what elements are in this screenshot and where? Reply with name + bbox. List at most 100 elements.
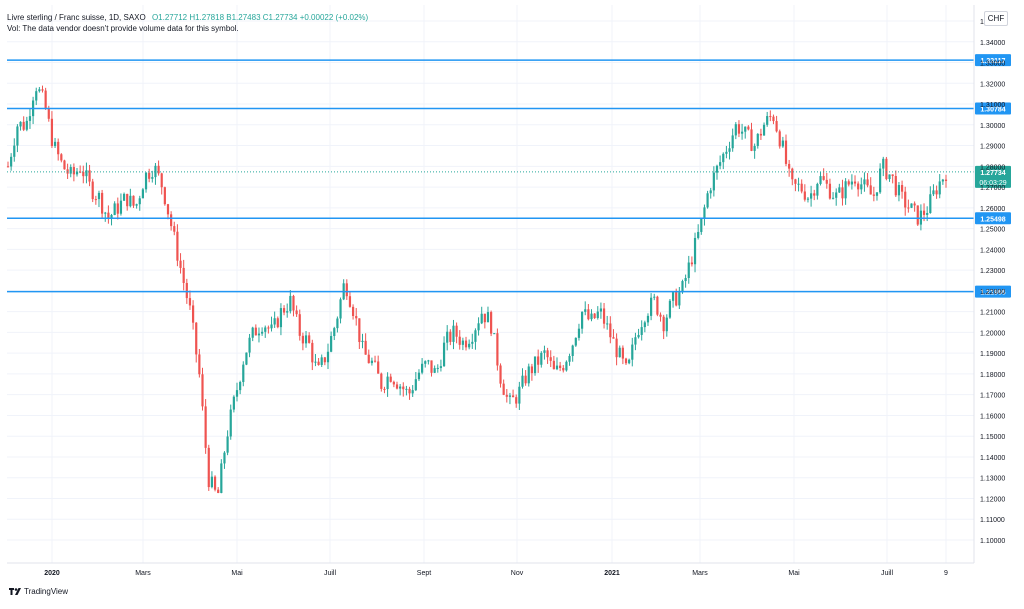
candle-body <box>195 322 198 355</box>
candle-body <box>25 120 28 130</box>
candle-body <box>490 312 493 334</box>
candle-body <box>825 179 828 184</box>
candle-body <box>138 198 141 205</box>
candle-body <box>141 189 144 199</box>
candle-body <box>144 172 148 190</box>
candle-body <box>515 397 518 404</box>
candle-body <box>217 489 220 493</box>
candle-body <box>640 327 643 335</box>
currency-badge[interactable]: CHF <box>984 11 1008 26</box>
candle-body <box>499 365 502 384</box>
candle-body <box>606 323 609 325</box>
price-tick-label: 1.12000 <box>980 496 1005 503</box>
candle-body <box>449 331 452 342</box>
candle-body <box>424 361 427 364</box>
candle-body <box>430 360 433 373</box>
candle-body <box>844 181 847 199</box>
candle-body <box>879 168 882 193</box>
candle-body <box>737 124 741 134</box>
candle-body <box>772 116 775 122</box>
candle-body <box>182 267 185 283</box>
candle-body <box>104 212 107 214</box>
candle-body <box>712 172 715 191</box>
candle-body <box>308 335 311 343</box>
candle-body <box>944 179 948 181</box>
candle-body <box>860 184 863 190</box>
candle-body <box>19 121 22 127</box>
level-price-label: 1.33117 <box>981 58 1006 65</box>
candle-body <box>41 89 44 91</box>
candle-body <box>248 337 251 353</box>
candle-body <box>107 212 110 219</box>
candle-body <box>769 116 772 118</box>
candle-body <box>762 124 766 136</box>
candle-body <box>922 210 926 215</box>
level-price-label: 1.25498 <box>980 216 1005 223</box>
candle-body <box>395 384 399 389</box>
price-tick-label: 1.33000 <box>980 61 1005 68</box>
candle-body <box>304 335 308 344</box>
price-tick-label: 1.34000 <box>980 40 1005 47</box>
candle-body <box>370 360 374 364</box>
candle-body <box>351 306 355 316</box>
candle-body <box>543 350 546 353</box>
candle-body <box>273 318 276 325</box>
candle-body <box>527 366 530 384</box>
candle-body <box>750 129 753 151</box>
candle-body <box>728 148 731 152</box>
candle-body <box>835 192 838 198</box>
candle-body <box>251 327 254 338</box>
candle-body <box>220 463 223 493</box>
price-tick-label: 1.21000 <box>980 310 1005 317</box>
candle-body <box>869 185 872 195</box>
candle-body <box>747 126 750 130</box>
candle-body <box>323 357 326 363</box>
candle-body <box>389 376 392 382</box>
candle-body <box>355 315 358 319</box>
price-tick-label: 1.17000 <box>980 393 1005 400</box>
candle-body <box>132 195 135 206</box>
candle-body <box>72 167 75 175</box>
candle-body <box>13 145 16 157</box>
candle-body <box>345 283 348 297</box>
price-tick-label: 1.11000 <box>980 517 1005 524</box>
candle-body <box>508 395 512 397</box>
time-tick-label: Juill <box>324 570 337 577</box>
candle-body <box>361 340 364 343</box>
tradingview-logo[interactable]: TradingView <box>9 587 68 596</box>
candle-body <box>239 382 242 391</box>
candle-body <box>286 311 289 313</box>
candle-body <box>546 350 549 358</box>
candle-body <box>405 388 408 390</box>
price-tick-label: 1.31000 <box>980 102 1005 109</box>
candle-body <box>549 357 552 361</box>
candle-body <box>800 183 803 192</box>
candle-body <box>226 436 229 453</box>
low-value: B1.27483 <box>226 13 261 22</box>
candle-body <box>6 166 10 168</box>
candle-body <box>301 335 304 344</box>
candle-body <box>157 165 160 174</box>
candle-body <box>79 171 82 173</box>
candle-body <box>47 108 50 119</box>
candle-body <box>602 308 606 324</box>
candle-body <box>584 309 587 312</box>
candles <box>6 85 948 494</box>
candle-body <box>314 361 317 363</box>
candle-body <box>668 300 672 318</box>
level-price-tag <box>975 102 1011 115</box>
candle-body <box>427 360 430 362</box>
price-tick-label: 1.15000 <box>980 434 1005 441</box>
horizontal-levels[interactable]: 1.33117 1.30784 1.25498 1.21966 1.27734 06:03… <box>7 54 1011 298</box>
candle-body <box>279 308 283 328</box>
candle-body <box>885 158 888 180</box>
candle-body <box>50 118 54 147</box>
price-tick-label: 1.27000 <box>980 185 1005 192</box>
candle-body <box>910 203 913 208</box>
candle-body <box>176 231 179 261</box>
candle-body <box>254 327 257 336</box>
candle-body <box>926 212 929 215</box>
candle-body <box>744 126 747 132</box>
